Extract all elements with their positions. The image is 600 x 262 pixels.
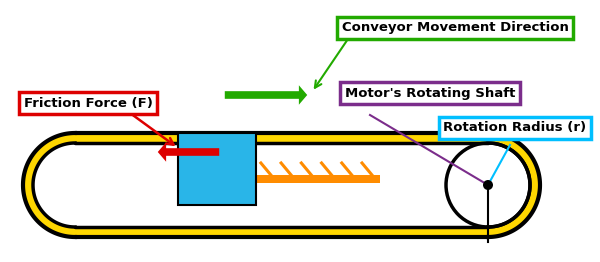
Text: Conveyor Movement Direction: Conveyor Movement Direction [341,21,568,35]
Text: Motor's Rotating Shaft: Motor's Rotating Shaft [345,86,515,100]
Circle shape [33,143,117,227]
Bar [75,133,488,237]
Circle shape [446,143,530,227]
Bar [75,143,488,227]
Bar [178,175,380,183]
Circle shape [446,143,530,227]
Circle shape [23,133,127,237]
Circle shape [483,180,493,190]
Text: Friction Force (F): Friction Force (F) [23,96,152,110]
Bar [178,133,256,205]
Text: Rotation Radius (r): Rotation Radius (r) [443,122,587,134]
Circle shape [436,133,540,237]
